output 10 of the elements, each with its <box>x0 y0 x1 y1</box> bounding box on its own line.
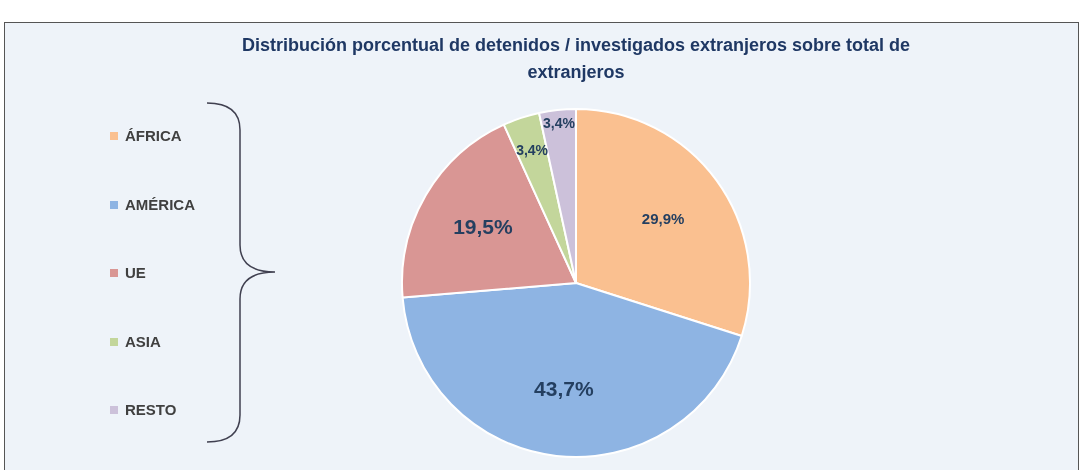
data-label: 19,5% <box>453 215 514 239</box>
chart-title: Distribución porcentual de detenidos / investigados extranjeros sobre total de extranjeros <box>240 34 912 84</box>
legend-label: ÁFRICA <box>124 127 182 144</box>
data-label: 3,4% <box>542 114 576 131</box>
data-label: 29,9% <box>641 209 685 227</box>
legend-label: RESTO <box>124 401 177 418</box>
legend-label: ASIA <box>124 332 161 350</box>
legend-label: UE <box>124 264 146 281</box>
legend-label: AMÉRICA <box>124 195 195 213</box>
data-label: 43,7% <box>534 376 594 400</box>
